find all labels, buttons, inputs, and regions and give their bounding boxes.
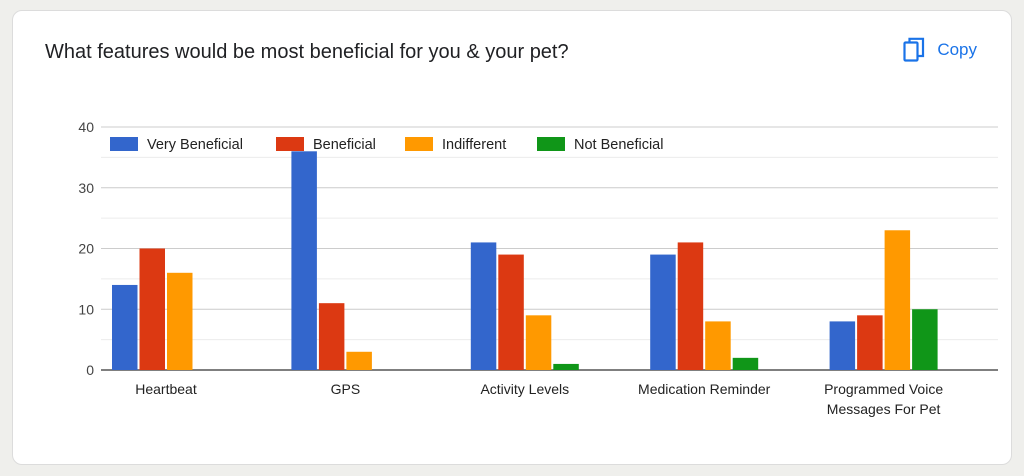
bar [732,357,759,370]
copy-icon [903,37,925,62]
copy-button[interactable]: Copy [903,37,977,63]
bar [470,242,497,370]
bar [884,230,911,370]
legend-label: Beneficial [313,137,376,153]
chart-card: What features would be most beneficial f… [12,10,1012,465]
legend-swatch [276,137,304,151]
y-tick-label: 40 [78,119,94,135]
bar [291,151,317,370]
bar [705,321,731,370]
x-tick-label: Heartbeat [135,381,197,397]
bar [525,315,552,370]
bar [498,254,524,370]
legend-swatch [110,137,138,151]
bar [650,254,676,370]
y-tick-label: 20 [78,241,94,257]
legend-swatch [537,137,565,151]
y-tick-label: 10 [78,301,94,317]
bar [857,315,883,370]
bar [139,248,165,370]
legend-label: Indifferent [442,137,506,153]
copy-label: Copy [937,40,977,59]
x-tick-label: GPS [331,381,361,397]
bar [553,363,579,370]
x-tick-label: Activity Levels [480,381,569,397]
legend-swatch [405,137,433,151]
bar [677,242,704,370]
bar [167,272,193,370]
bar [318,303,345,370]
y-tick-label: 30 [78,180,94,196]
bar-chart: 0 10 20 30 40 Heartbeat GPS Activity Levels Medi… [78,119,998,417]
x-tick-label: Programmed Voice [824,381,943,397]
x-tick-label: Medication Reminder [638,381,771,397]
legend-label: Not Beneficial [574,137,663,153]
legend-label: Very Beneficial [147,137,243,153]
bar [346,351,372,370]
bar [112,284,138,370]
bar [829,321,856,370]
y-tick-label: 0 [86,362,94,378]
question-title: What features would be most beneficial f… [45,41,569,63]
x-tick-label: Messages For Pet [827,401,941,417]
bar [912,309,938,370]
